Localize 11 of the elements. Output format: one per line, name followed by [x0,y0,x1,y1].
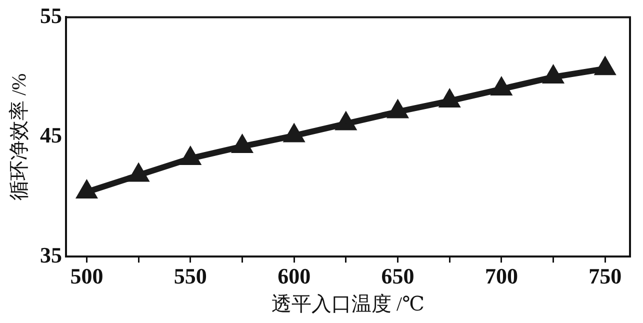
x-tick-label: 700 [484,263,518,288]
x-tick-label: 500 [70,263,104,288]
x-tick-label: 650 [381,263,414,288]
y-tick-label: 35 [40,242,62,268]
x-tick-label: 750 [588,263,622,288]
y-axis-title: 循环净效率 /% [8,73,30,201]
y-tick-label: 45 [40,122,62,148]
x-tick-label: 600 [278,263,311,288]
x-tick-label: 550 [174,263,207,288]
y-tick-label: 55 [40,2,62,28]
x-axis-title: 透平入口温度 /℃ [272,293,424,316]
